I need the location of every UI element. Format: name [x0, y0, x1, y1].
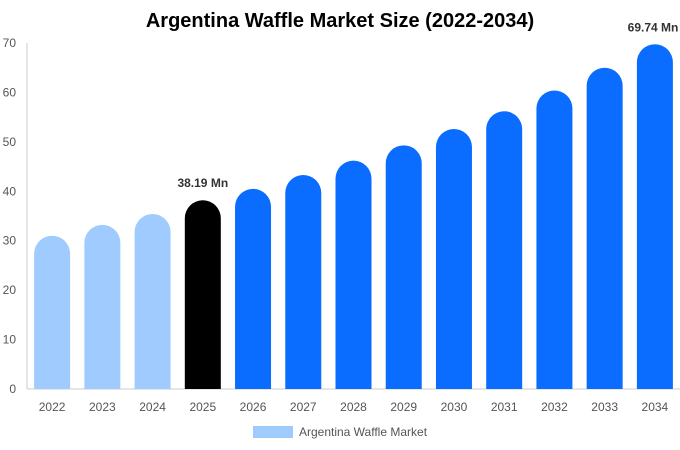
- x-tick-label: 2031: [491, 400, 518, 414]
- bar-2032: [536, 90, 573, 390]
- x-tick-label: 2028: [340, 400, 367, 414]
- y-tick-label: 40: [3, 184, 17, 198]
- bar-2031: [486, 111, 523, 389]
- bars-group: [34, 44, 673, 390]
- x-tick-label: 2032: [541, 400, 568, 414]
- bar-2027: [285, 174, 322, 389]
- bar-2030: [435, 129, 472, 389]
- bar-2034: [636, 44, 673, 389]
- bar-2028: [335, 160, 372, 389]
- data-label-2034: 69.74 Mn: [628, 20, 679, 34]
- chart-title: Argentina Waffle Market Size (2022-2034): [145, 10, 535, 32]
- y-tick-label: 10: [3, 333, 17, 347]
- y-axis-ticks: 0 10 20 30 40 50 60 70: [3, 36, 17, 396]
- y-tick-label: 50: [3, 135, 17, 149]
- y-tick-label: 30: [3, 234, 17, 248]
- x-tick-label: 2027: [290, 400, 317, 414]
- bar-2029: [385, 145, 422, 389]
- y-tick-label: 0: [9, 382, 16, 396]
- x-tick-label: 2034: [642, 400, 669, 414]
- y-tick-label: 60: [3, 85, 17, 99]
- y-tick-label: 70: [3, 36, 17, 50]
- bar-2033: [586, 67, 623, 389]
- x-tick-label: 2022: [39, 400, 66, 414]
- bar-2023: [84, 224, 121, 389]
- bar-2024: [134, 214, 171, 389]
- bar-2022: [34, 235, 71, 389]
- x-tick-label: 2025: [189, 400, 216, 414]
- data-label-2025: 38.19 Mn: [177, 176, 228, 190]
- bar-2026: [235, 188, 272, 389]
- x-tick-label: 2033: [591, 400, 618, 414]
- data-labels-group: 38.19 Mn 69.74 Mn: [177, 20, 678, 190]
- x-tick-label: 2023: [89, 400, 116, 414]
- x-tick-label: 2024: [139, 400, 166, 414]
- x-axis-ticks: 2022 2023 2024 2025 2026 2027 2028 2029 2030 2031…: [39, 400, 669, 414]
- x-tick-label: 2026: [240, 400, 267, 414]
- x-tick-label: 2029: [390, 400, 417, 414]
- legend: Argentina Waffle Market: [0, 425, 680, 439]
- y-tick-label: 20: [3, 283, 17, 297]
- x-tick-label: 2030: [441, 400, 468, 414]
- legend-label: Argentina Waffle Market: [298, 425, 428, 439]
- legend-swatch: [252, 426, 293, 438]
- bar-2025: [184, 200, 221, 389]
